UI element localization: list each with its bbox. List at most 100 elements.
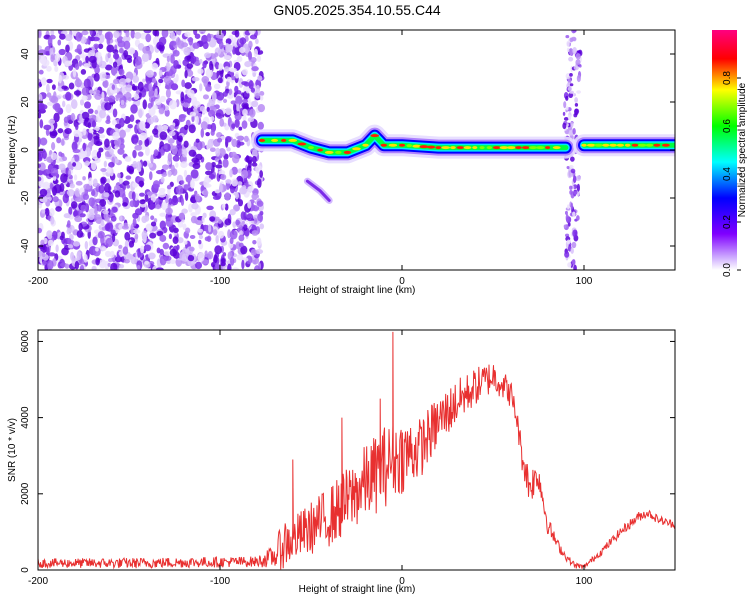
x-tick-label: 0 bbox=[399, 276, 405, 287]
noise-dot bbox=[185, 174, 193, 183]
noise-dot bbox=[112, 131, 120, 140]
signal-hotspot bbox=[352, 147, 361, 151]
noise-dot bbox=[192, 42, 200, 49]
noise-band-dot bbox=[569, 185, 573, 190]
noise-dot bbox=[111, 84, 116, 91]
noise-dot bbox=[250, 87, 256, 93]
noise-band-dot bbox=[570, 121, 574, 128]
colorbar-tick-label: 0.8 bbox=[722, 71, 733, 85]
noise-dot bbox=[99, 71, 107, 82]
noise-dot bbox=[46, 259, 54, 270]
noise-dot bbox=[171, 168, 178, 176]
noise-dot bbox=[63, 213, 71, 219]
noise-dot bbox=[200, 128, 205, 138]
noise-dot bbox=[242, 108, 248, 117]
noise-dot bbox=[131, 191, 136, 201]
noise-band-dot bbox=[563, 101, 567, 109]
noise-dot bbox=[158, 36, 167, 46]
noise-dot bbox=[143, 30, 152, 34]
noise-dot bbox=[182, 102, 190, 108]
noise-dot bbox=[209, 216, 216, 222]
signal-hotspot bbox=[552, 146, 561, 150]
noise-dot bbox=[218, 147, 226, 157]
noise-dot bbox=[57, 39, 62, 46]
noise-dot bbox=[168, 130, 176, 137]
noise-dot bbox=[238, 126, 243, 131]
noise-dot bbox=[241, 99, 249, 104]
noise-dot bbox=[191, 115, 195, 123]
noise-dot bbox=[61, 247, 69, 256]
noise-dot bbox=[245, 155, 250, 163]
noise-dot bbox=[122, 180, 130, 186]
noise-dot bbox=[205, 68, 213, 78]
noise-dot bbox=[232, 267, 240, 270]
noise-dot bbox=[224, 203, 229, 211]
noise-dot bbox=[209, 147, 216, 153]
noise-dot bbox=[130, 104, 138, 114]
noise-dot bbox=[88, 55, 97, 64]
signal-hotspot bbox=[602, 143, 610, 147]
noise-dot bbox=[211, 161, 216, 168]
noise-band-dot bbox=[567, 204, 570, 210]
noise-dot bbox=[98, 109, 107, 119]
noise-dot bbox=[42, 260, 47, 266]
noise-dot bbox=[38, 45, 42, 51]
signal-hotspot bbox=[297, 142, 307, 146]
noise-dot bbox=[129, 200, 136, 208]
noise-dot bbox=[220, 258, 226, 263]
noise-dot bbox=[170, 83, 179, 91]
noise-dot bbox=[178, 114, 187, 119]
noise-dot bbox=[58, 151, 63, 157]
noise-dot bbox=[115, 94, 124, 99]
noise-dot bbox=[250, 248, 257, 256]
noise-dot bbox=[117, 40, 126, 48]
noise-band-dot bbox=[571, 241, 577, 249]
noise-dot bbox=[64, 33, 73, 42]
colorbar-tick-label: 0.0 bbox=[722, 263, 733, 277]
noise-dot bbox=[136, 264, 141, 270]
noise-dot bbox=[222, 203, 226, 209]
noise-dot bbox=[233, 36, 237, 46]
noise-dot bbox=[217, 137, 223, 143]
noise-dot bbox=[177, 237, 184, 244]
noise-band-dot bbox=[570, 202, 574, 210]
noise-dot bbox=[130, 225, 134, 235]
noise-dot bbox=[88, 212, 95, 221]
noise-dot bbox=[230, 76, 236, 81]
noise-dot bbox=[38, 176, 42, 182]
signal-hotspot bbox=[406, 144, 413, 148]
noise-dot bbox=[220, 173, 227, 181]
noise-dot bbox=[235, 95, 243, 106]
noise-dot bbox=[186, 63, 194, 69]
noise-dot bbox=[214, 61, 220, 70]
y-tick-label: -40 bbox=[20, 238, 31, 253]
noise-dot bbox=[38, 244, 45, 249]
noise-band-dot bbox=[572, 175, 577, 183]
noise-dot bbox=[197, 228, 204, 233]
noise-dot bbox=[139, 192, 145, 197]
noise-dot bbox=[84, 240, 89, 250]
noise-dot bbox=[95, 51, 102, 58]
noise-band-dot bbox=[570, 156, 575, 162]
noise-dot bbox=[107, 95, 116, 103]
noise-dot bbox=[228, 89, 232, 96]
noise-dot bbox=[225, 107, 232, 116]
noise-band-dot bbox=[573, 65, 579, 71]
noise-dot bbox=[97, 33, 105, 44]
noise-dot bbox=[257, 75, 263, 81]
noise-dot bbox=[252, 72, 257, 77]
noise-band-dot bbox=[567, 262, 572, 268]
colorbar-tick-label: 0.6 bbox=[722, 119, 733, 133]
noise-dot bbox=[74, 78, 83, 88]
noise-dot bbox=[61, 138, 65, 146]
noise-region bbox=[38, 30, 266, 270]
snr-x-label: Height of straight line (km) bbox=[299, 584, 416, 595]
noise-dot bbox=[234, 62, 240, 70]
noise-dot bbox=[113, 185, 121, 192]
noise-dot bbox=[105, 31, 113, 41]
noise-dot bbox=[98, 30, 103, 36]
noise-dot bbox=[54, 102, 61, 113]
noise-dot bbox=[100, 176, 107, 184]
spectrogram-x-label: Height of straight line (km) bbox=[299, 285, 416, 296]
y-tick-label: 2000 bbox=[20, 482, 31, 505]
